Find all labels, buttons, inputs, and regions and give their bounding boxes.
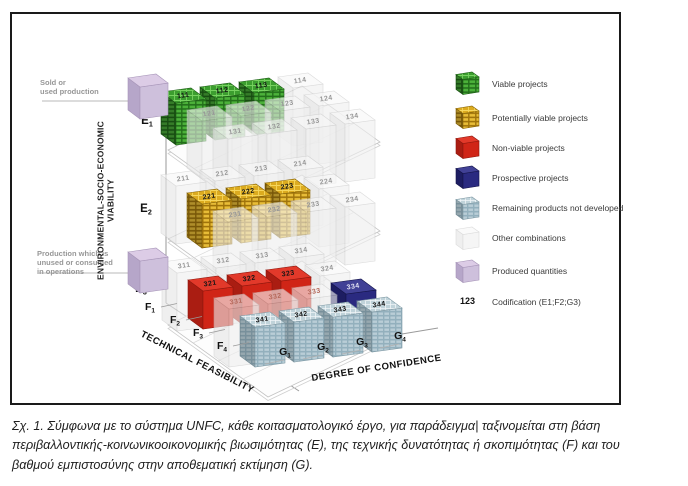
e-axis-title-line1: ENVIRONMENTAL-SOCIO-ECONOMIC [95,121,106,280]
figure-caption: Σχ. 1. Σύμφωνα με το σύστημα UNFC, κάθε … [12,417,672,475]
annotation-unused-production: Production which is unused or consumed i… [37,249,113,276]
annotation-line: in operations [37,267,85,276]
annotation-line: Sold or [40,78,66,87]
e-axis-title-line2: VIABILITY [105,179,116,222]
caption-line1: Σχ. 1. Σύμφωνα με το σύστημα UNFC, κάθε … [12,419,601,433]
caption-line3: βαθμού εμπιστοσύνης στην αποθεματική εκτ… [12,457,314,472]
legend-label-potentially: Potentially viable projects [492,113,588,123]
caption-line2: περιβαλλοντικής-κοινωνικοοικονομικής βιω… [12,438,620,453]
annotation-line: unused or consumed [37,258,113,267]
legend-codification-sample: 123 [460,296,476,306]
annotation-sold-production: Sold or used production [40,78,99,96]
legend-label-prospective: Prospective projects [492,173,569,183]
legend-label-remaining: Remaining products not developed [492,203,624,213]
legend-label-viable: Viable projects [492,79,548,89]
annotation-line: used production [40,87,99,96]
legend-codification-label: Codification (E1;F2;G3) [492,297,581,307]
legend-label-other: Other combinations [492,233,566,243]
annotation-line: Production which is [37,249,109,258]
legend-label-nonviable: Non-viable projects [492,143,565,153]
legend-label-produced: Produced quantities [492,266,568,276]
e-axis-title: ENVIRONMENTAL-SOCIO-ECONOMIC VIABILITY [96,101,117,301]
